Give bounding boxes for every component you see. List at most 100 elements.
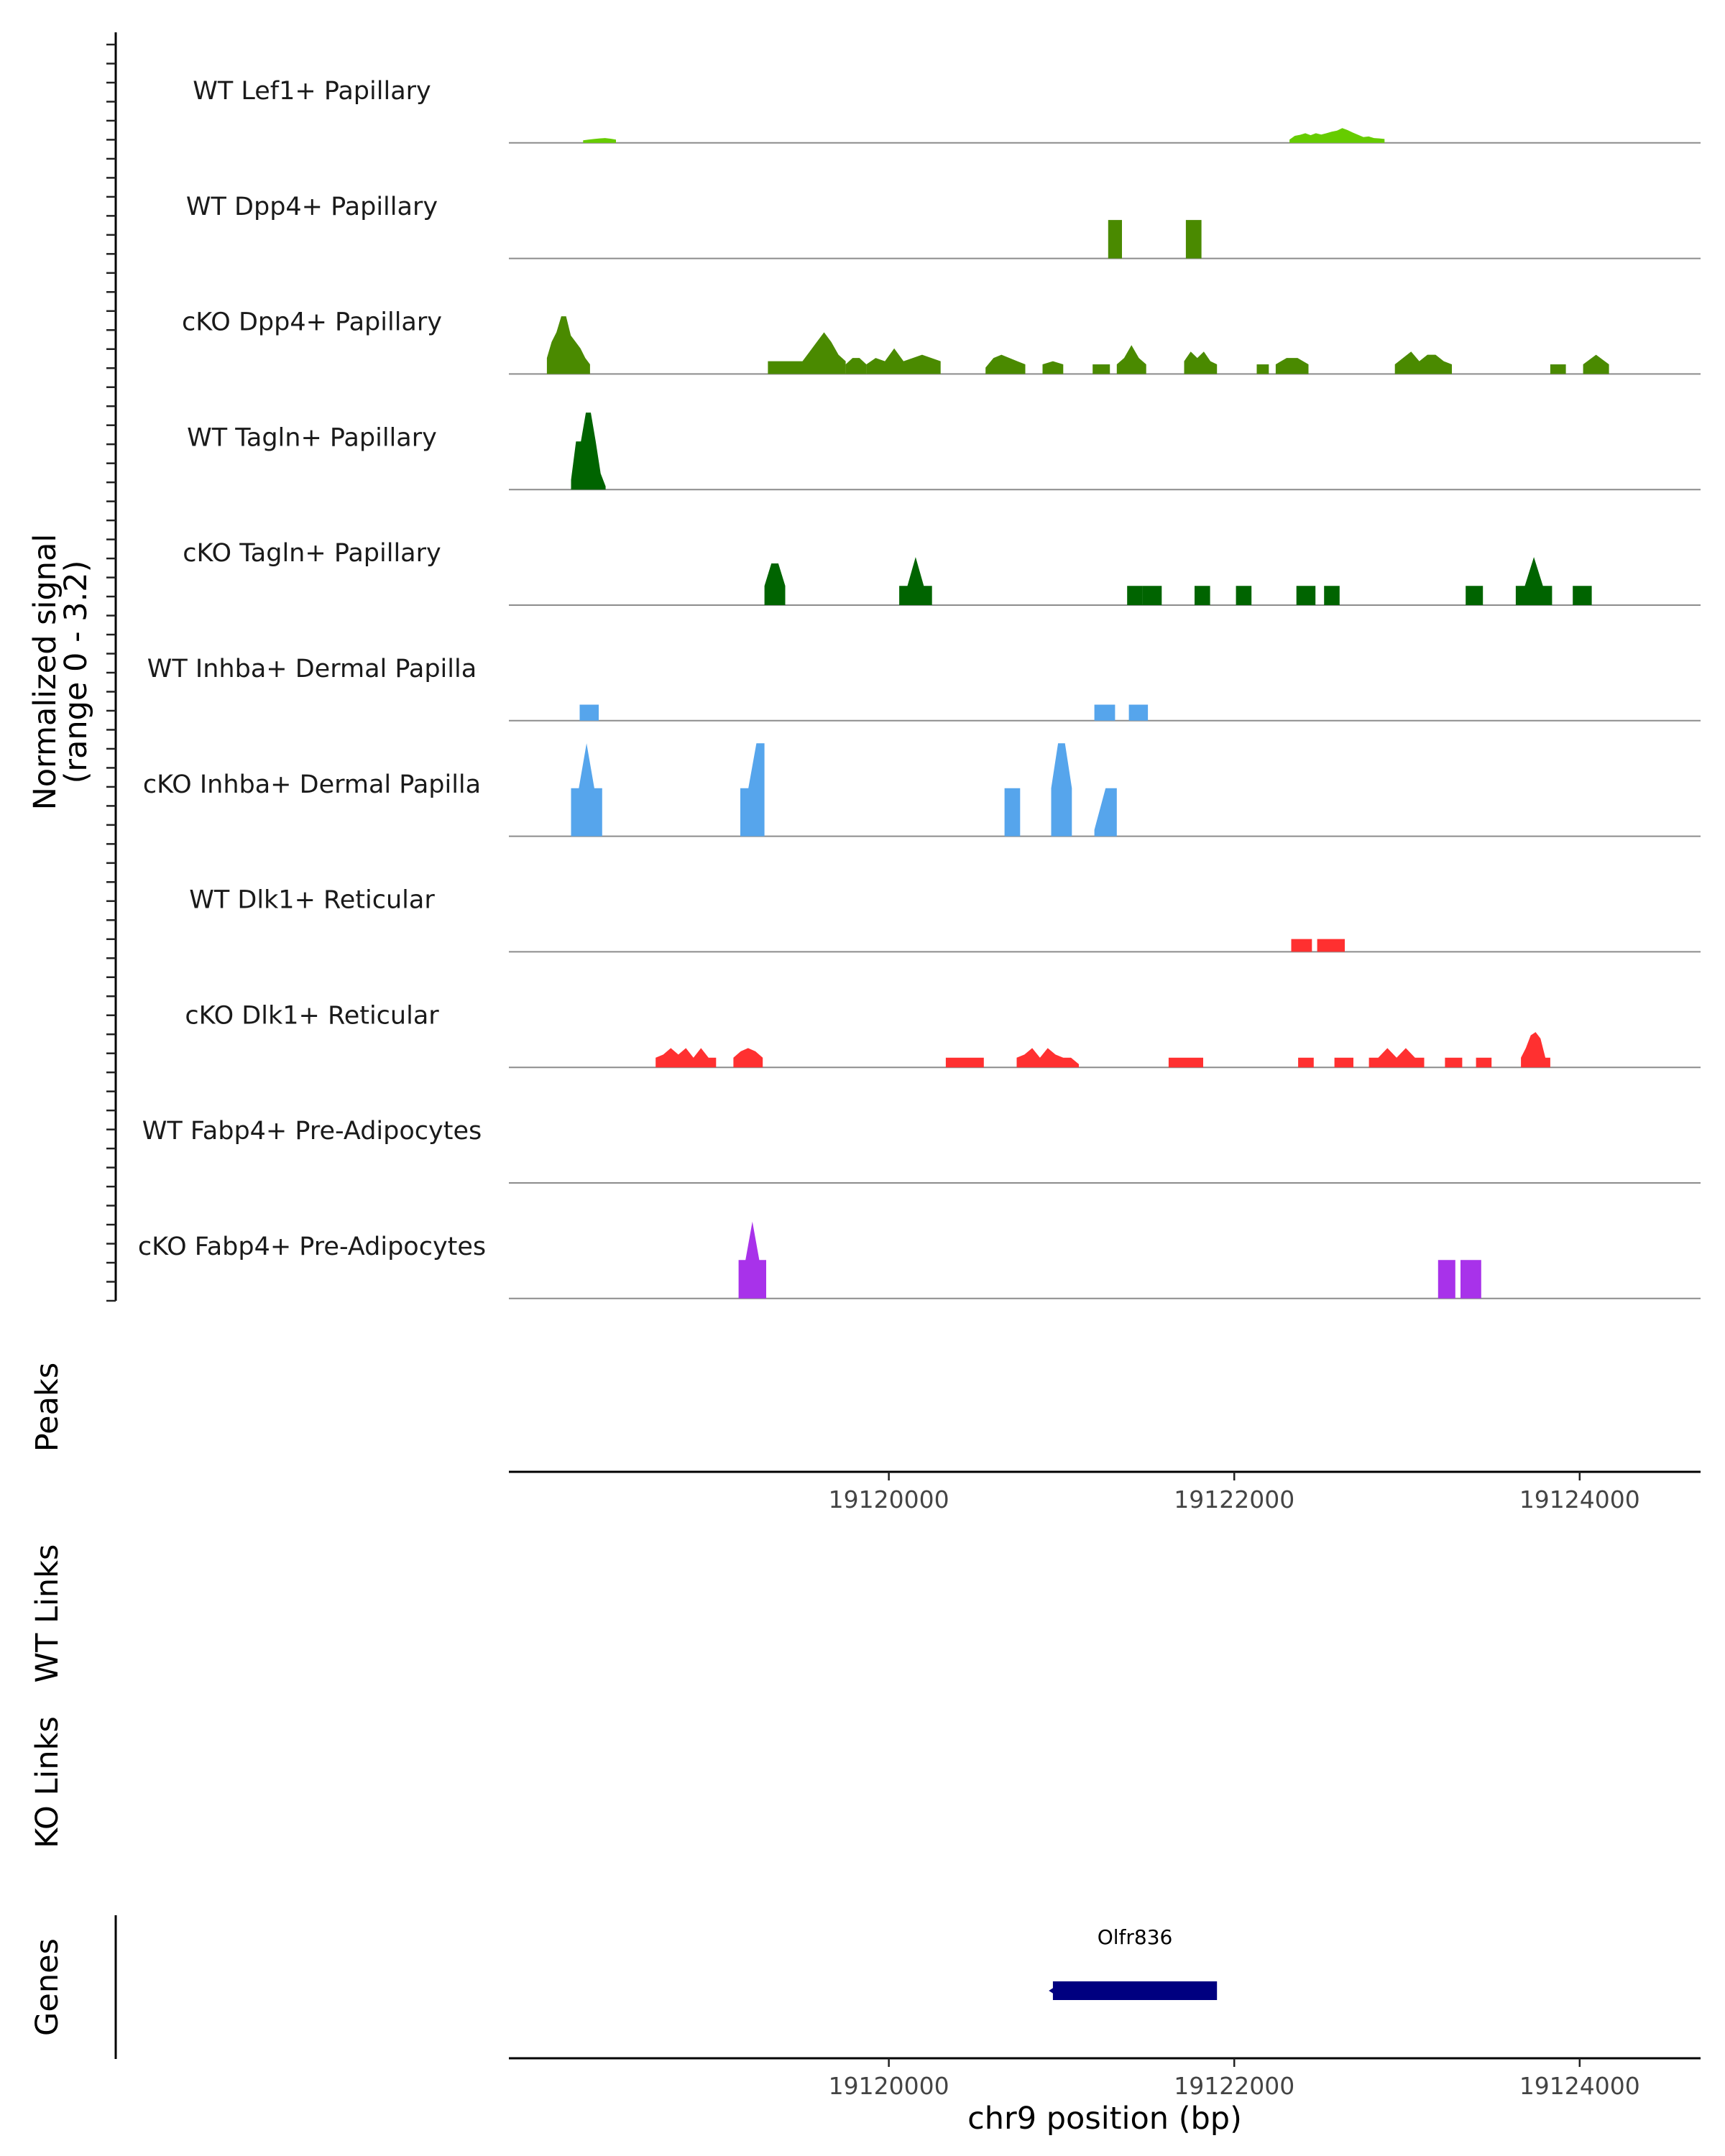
track-label: WT Lef1+ Papillary (193, 77, 431, 106)
coverage-peak (1042, 361, 1064, 374)
coverage-peak (1521, 1032, 1550, 1068)
coverage-peak (1515, 557, 1552, 605)
coverage-peak (583, 138, 616, 143)
coverage-peak (1296, 586, 1316, 605)
track: cKO Fabp4+ Pre-Adipocytes (138, 1221, 1701, 1299)
genes-x-axis-tick-label: 19124000 (1519, 2072, 1640, 2100)
track: WT Inhba+ Dermal Papilla (147, 655, 1701, 722)
coverage-peak (740, 743, 765, 837)
coverage-peak (1004, 788, 1021, 837)
genes-x-axis-tick-label: 19120000 (829, 2072, 949, 2100)
coverage-tracks: WT Lef1+ Papillary WT Dpp4+ Papillary cKO … (138, 77, 1701, 1299)
coverage-peak (1394, 351, 1452, 374)
track: WT Tagln+ Papillary (187, 413, 1701, 491)
wt-links-panel-label: WT Links (29, 1544, 65, 1683)
coverage-peak (1108, 220, 1122, 259)
coverage-peak (1317, 939, 1345, 952)
coverage-peak (1583, 354, 1609, 374)
gene-strand-arrow (1049, 1983, 1062, 1999)
coverage-peak (1298, 1057, 1314, 1068)
track: WT Dpp4+ Papillary (186, 193, 1701, 259)
coverage-peak (963, 1057, 984, 1068)
coverage-peak (768, 361, 803, 374)
peaks-x-axis-tick-label: 19124000 (1519, 1485, 1640, 1514)
coverage-peak (1368, 1048, 1425, 1068)
signal-y-axis-range: (range 0 - 3.2) (58, 561, 94, 784)
coverage-peak (1168, 1057, 1203, 1068)
track: cKO Inhba+ Dermal Papilla (143, 743, 1701, 837)
coverage-peak (1016, 1048, 1079, 1068)
peaks-x-axis-tick-label: 19120000 (829, 1485, 949, 1514)
coverage-peak (1550, 364, 1566, 374)
track: WT Lef1+ Papillary (193, 77, 1701, 144)
coverage-peak (1256, 364, 1269, 374)
gene-label: Olfr836 (1098, 1925, 1173, 1949)
track-label: cKO Dlk1+ Reticular (185, 1001, 439, 1030)
coverage-peak (1128, 704, 1149, 721)
coverage-peak (546, 316, 590, 374)
coverage-peak (764, 563, 786, 605)
ko-links-panel-label: KO Links (29, 1716, 65, 1848)
coverage-peak (1324, 586, 1340, 605)
coverage-peak (571, 413, 606, 490)
coverage-peak (1291, 939, 1312, 952)
coverage-peak (1184, 351, 1218, 374)
track-label: WT Dpp4+ Papillary (186, 193, 438, 221)
coverage-peak (1445, 1057, 1463, 1068)
coverage-peak (802, 332, 846, 374)
coverage-peak (1573, 586, 1592, 605)
track: cKO Dlk1+ Reticular (185, 1001, 1701, 1069)
coverage-peak (945, 1057, 963, 1068)
track-label: WT Tagln+ Papillary (187, 423, 437, 452)
track: WT Fabp4+ Pre-Adipocytes (142, 1117, 1701, 1184)
peaks-panel-label: Peaks (29, 1363, 65, 1452)
coverage-peak (1275, 358, 1309, 374)
track: cKO Tagln+ Papillary (183, 539, 1701, 606)
coverage-peak (738, 1221, 766, 1299)
coverage-peak (1092, 364, 1110, 374)
coverage-peak (1051, 743, 1072, 837)
coverage-peak (1142, 586, 1162, 605)
signal-y-axis-title: Normalized signal (27, 534, 63, 811)
coverage-peak (1460, 1260, 1481, 1299)
coverage-peak (845, 358, 867, 374)
coverage-peak (1476, 1057, 1492, 1068)
x-axis-title: chr9 position (bp) (967, 2101, 1242, 2137)
coverage-peak (571, 743, 602, 837)
coverage-peak (1289, 128, 1385, 143)
coverage-peak (985, 354, 1026, 374)
track: WT Dlk1+ Reticular (189, 886, 1701, 953)
peaks-x-axis: 19120000 19122000 19124000 (509, 1470, 1701, 1514)
track-label: cKO Fabp4+ Pre-Adipocytes (138, 1233, 486, 1261)
coverage-peak (1195, 586, 1210, 605)
coverage-peak (899, 557, 932, 605)
coverage-peak (1466, 586, 1484, 605)
track-label: WT Fabp4+ Pre-Adipocytes (142, 1117, 482, 1146)
coverage-peak (1094, 788, 1117, 837)
genes-panel-label: Genes (29, 1938, 65, 2036)
coverage-peak (866, 348, 941, 374)
coverage-peak (1236, 586, 1252, 605)
coverage-peak (1334, 1057, 1353, 1068)
track-label: cKO Tagln+ Papillary (183, 539, 441, 568)
track-label: cKO Dpp4+ Papillary (182, 308, 442, 337)
signal-y-axis (106, 32, 117, 1302)
genes-x-axis-tick-label: 19122000 (1174, 2072, 1294, 2100)
peaks-x-axis-tick-label: 19122000 (1174, 1485, 1294, 1514)
track: cKO Dpp4+ Papillary (182, 308, 1701, 375)
coverage-peak (579, 704, 599, 721)
gene-body (1052, 1981, 1218, 2000)
coverage-peak (656, 1048, 717, 1068)
coverage-peak (1127, 586, 1143, 605)
coverage-peak (1094, 704, 1116, 721)
genes-x-axis: 19120000 19122000 19124000 (509, 2057, 1701, 2100)
gene-track: Olfr836 (1049, 1925, 1218, 2000)
coverage-peak (1116, 345, 1146, 374)
coverage-peak (1185, 220, 1202, 259)
track-label: cKO Inhba+ Dermal Papilla (143, 770, 481, 799)
track-label: WT Dlk1+ Reticular (189, 886, 435, 915)
coverage-peak (733, 1048, 763, 1068)
coverage-peak (1438, 1260, 1455, 1299)
track-label: WT Inhba+ Dermal Papilla (147, 655, 477, 683)
